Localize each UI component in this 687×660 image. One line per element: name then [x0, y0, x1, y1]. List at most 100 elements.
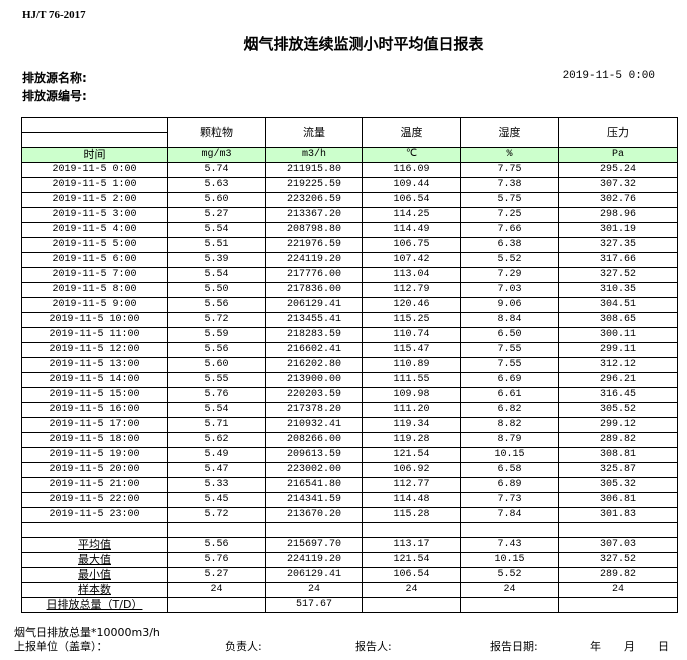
table-row: 2019-11-5 22:00 5.45 214341.59 114.48 7.73 30…	[21, 492, 678, 508]
cell-time: 最大值	[21, 552, 168, 568]
cell-particulate: 5.50	[167, 282, 266, 298]
cell-pressure: 295.24	[558, 162, 678, 178]
cell-particulate: 5.60	[167, 192, 266, 208]
cell-flow	[265, 522, 363, 538]
summary-row: 样本数 24 24 24 24 24	[21, 582, 678, 598]
summary-row: 最小值 5.27 206129.41 106.54 5.52 289.82	[21, 567, 678, 583]
blank-row	[21, 522, 678, 538]
cell-temperature: 110.89	[362, 357, 461, 373]
cell-humidity: 5.52	[460, 252, 559, 268]
cell-time: 2019-11-5 18:00	[21, 432, 168, 448]
cell-particulate: 5.54	[167, 222, 266, 238]
table-row: 2019-11-5 3:00 5.27 213367.20 114.25 7.25 298…	[21, 207, 678, 223]
cell-temperature: 113.17	[362, 537, 461, 553]
cell-time: 2019-11-5 0:00	[21, 162, 168, 178]
cell-humidity: 24	[460, 582, 559, 598]
cell-humidity: 6.82	[460, 402, 559, 418]
responsible-person-label: 负责人:	[225, 640, 262, 653]
cell-time: 日排放总量（T/D）	[21, 597, 168, 613]
cell-particulate: 5.51	[167, 237, 266, 253]
table-row: 2019-11-5 0:00 5.74 211915.80 116.09 7.75 295…	[21, 162, 678, 178]
cell-time: 2019-11-5 6:00	[21, 252, 168, 268]
cell-humidity: 6.38	[460, 237, 559, 253]
cell-flow: 213900.00	[265, 372, 363, 388]
cell-particulate	[167, 597, 266, 613]
cell-pressure	[558, 597, 678, 613]
cell-pressure	[558, 522, 678, 538]
cell-particulate: 5.45	[167, 492, 266, 508]
column-header-flow: 流量	[265, 117, 363, 148]
table-row: 2019-11-5 20:00 5.47 223002.00 106.92 6.58 32…	[21, 462, 678, 478]
cell-pressure: 301.83	[558, 507, 678, 523]
cell-flow: 220203.59	[265, 387, 363, 403]
cell-flow: 213670.20	[265, 507, 363, 523]
table-row: 2019-11-5 2:00 5.60 223206.59 106.54 5.75 302…	[21, 192, 678, 208]
cell-time: 2019-11-5 2:00	[21, 192, 168, 208]
cell-time: 样本数	[21, 582, 168, 598]
cell-particulate: 24	[167, 582, 266, 598]
cell-temperature: 115.47	[362, 342, 461, 358]
cell-time: 2019-11-5 9:00	[21, 297, 168, 313]
cell-flow: 217776.00	[265, 267, 363, 283]
cell-humidity: 7.43	[460, 537, 559, 553]
cell-time: 2019-11-5 8:00	[21, 282, 168, 298]
cell-particulate: 5.74	[167, 162, 266, 178]
footer-note: 烟气日排放总量*10000m3/h	[14, 626, 160, 639]
cell-flow: 217378.20	[265, 402, 363, 418]
cell-temperature: 114.48	[362, 492, 461, 508]
cell-temperature: 110.74	[362, 327, 461, 343]
cell-particulate: 5.62	[167, 432, 266, 448]
cell-pressure: 307.03	[558, 537, 678, 553]
table-row: 2019-11-5 1:00 5.63 219225.59 109.44 7.38 307…	[21, 177, 678, 193]
cell-flow: 213367.20	[265, 207, 363, 223]
column-header-pressure: 压力	[558, 117, 678, 148]
cell-particulate: 5.72	[167, 312, 266, 328]
table-row: 2019-11-5 7:00 5.54 217776.00 113.04 7.29 327…	[21, 267, 678, 283]
data-table: 颗粒物 流量 温度 湿度 压力 时间 mg/m3 m3/h ℃ % Pa 201…	[21, 117, 678, 613]
cell-pressure: 327.35	[558, 237, 678, 253]
cell-flow: 223206.59	[265, 192, 363, 208]
cell-time: 2019-11-5 22:00	[21, 492, 168, 508]
cell-humidity: 6.61	[460, 387, 559, 403]
cell-temperature: 119.34	[362, 417, 461, 433]
cell-particulate: 5.54	[167, 267, 266, 283]
table-row: 2019-11-5 5:00 5.51 221976.59 106.75 6.38 327…	[21, 237, 678, 253]
cell-temperature: 111.20	[362, 402, 461, 418]
column-header-particulate: 颗粒物	[167, 117, 266, 148]
cell-flow: 224119.20	[265, 252, 363, 268]
cell-pressure: 327.52	[558, 267, 678, 283]
cell-particulate: 5.56	[167, 537, 266, 553]
cell-particulate: 5.72	[167, 507, 266, 523]
cell-pressure: 301.19	[558, 222, 678, 238]
cell-pressure: 307.32	[558, 177, 678, 193]
cell-flow: 216541.80	[265, 477, 363, 493]
cell-temperature: 107.42	[362, 252, 461, 268]
cell-flow: 218283.59	[265, 327, 363, 343]
cell-temperature: 106.92	[362, 462, 461, 478]
cell-particulate: 5.60	[167, 357, 266, 373]
cell-time: 2019-11-5 4:00	[21, 222, 168, 238]
cell-humidity: 6.69	[460, 372, 559, 388]
unit-pressure: Pa	[558, 147, 678, 163]
cell-temperature: 106.75	[362, 237, 461, 253]
cell-temperature: 112.79	[362, 282, 461, 298]
cell-pressure: 327.52	[558, 552, 678, 568]
cell-time: 2019-11-5 1:00	[21, 177, 168, 193]
cell-humidity: 7.73	[460, 492, 559, 508]
cell-particulate: 5.27	[167, 567, 266, 583]
cell-time: 2019-11-5 21:00	[21, 477, 168, 493]
cell-temperature: 112.77	[362, 477, 461, 493]
cell-pressure: 305.32	[558, 477, 678, 493]
corner-cell	[21, 117, 168, 133]
cell-time: 2019-11-5 10:00	[21, 312, 168, 328]
cell-pressure: 312.12	[558, 357, 678, 373]
cell-pressure: 317.66	[558, 252, 678, 268]
cell-particulate: 5.27	[167, 207, 266, 223]
cell-humidity: 7.29	[460, 267, 559, 283]
cell-time: 2019-11-5 17:00	[21, 417, 168, 433]
table-row: 2019-11-5 9:00 5.56 206129.41 120.46 9.06 304…	[21, 297, 678, 313]
cell-time: 2019-11-5 11:00	[21, 327, 168, 343]
cell-particulate: 5.55	[167, 372, 266, 388]
report-title: 烟气排放连续监测小时平均值日报表	[243, 35, 484, 53]
cell-particulate: 5.33	[167, 477, 266, 493]
